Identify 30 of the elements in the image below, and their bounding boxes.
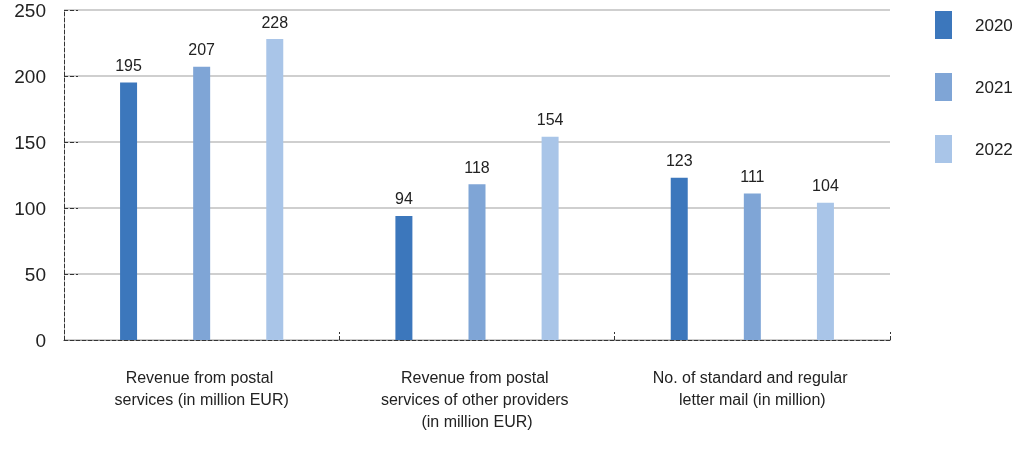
data-label: 123 (665, 152, 693, 170)
legend-label: 2022 (975, 139, 1013, 159)
x-tick-label: Revenue from postal services of other providers (in million EUR) (380, 368, 574, 430)
legend-label: 2021 (975, 77, 1013, 97)
y-tick-label: 0 (35, 329, 46, 351)
bar (541, 136, 559, 340)
bar (193, 66, 211, 340)
y-tick-label: 50 (24, 263, 46, 285)
data-label: 195 (115, 57, 143, 75)
bar (120, 82, 138, 340)
bar (816, 202, 834, 340)
bar (743, 193, 761, 340)
bar (468, 184, 486, 340)
legend-label: 2020 (975, 15, 1013, 35)
data-label: 154 (536, 111, 564, 129)
data-label: 94 (395, 190, 413, 208)
bar (266, 39, 284, 340)
data-label: 118 (464, 158, 490, 176)
x-tick-label: Revenue from postal services (in million EUR) (114, 368, 289, 408)
y-tick-label: 150 (14, 131, 46, 153)
data-label: 207 (188, 41, 216, 59)
data-label: 111 (740, 167, 765, 185)
bar (395, 215, 413, 340)
data-label: 104 (812, 177, 839, 195)
y-tick-label: 250 (14, 0, 46, 21)
y-tick-label: 100 (14, 197, 46, 219)
x-tick-label: No. of standard and regular letter mail (in million) (652, 368, 852, 408)
bar (670, 177, 688, 340)
y-tick-label: 200 (14, 65, 46, 87)
data-label: 228 (261, 13, 289, 31)
